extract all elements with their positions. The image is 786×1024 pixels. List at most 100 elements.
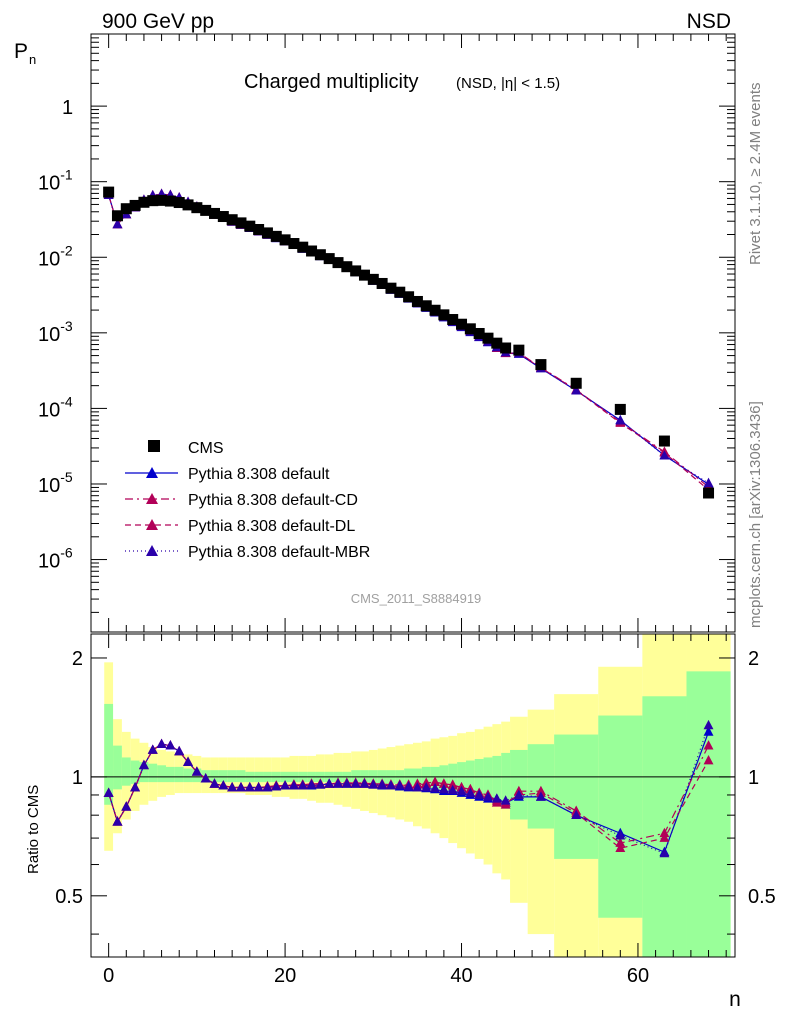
y-tick-label: 10-5	[38, 469, 73, 497]
stat-uncertainty-band	[236, 770, 246, 783]
stat-uncertainty-band	[218, 770, 228, 783]
cms-data-point	[182, 199, 194, 211]
cms-data-point	[438, 309, 450, 321]
ratio-series-marker	[438, 778, 449, 788]
x-tick-label: 0	[103, 965, 114, 987]
ratio-series-marker	[385, 780, 396, 790]
ratio-series-marker	[341, 778, 352, 788]
main-series-markers	[103, 186, 715, 499]
stat-uncertainty-band	[457, 762, 466, 794]
stat-uncertainty-band	[492, 755, 502, 805]
cms-data-point	[288, 238, 300, 250]
ratio-tick-label-right: 1	[748, 767, 759, 789]
y-tick-label: 10-6	[38, 545, 73, 573]
ratio-series-marker	[147, 744, 158, 754]
cms-data-point	[173, 197, 185, 209]
cms-data-point	[456, 318, 468, 330]
ratio-tick-label-right: 0.5	[748, 886, 776, 908]
x-tick-label: 40	[450, 965, 472, 987]
cms-data-point	[156, 194, 168, 206]
stat-uncertainty-band	[483, 757, 493, 801]
cms-data-point	[103, 186, 115, 198]
ratio-series-marker	[703, 726, 714, 736]
ratio-series-marker	[659, 847, 670, 858]
ratio-series-marker	[121, 801, 132, 811]
cms-data-point	[341, 261, 353, 273]
cms-data-point	[385, 282, 397, 294]
ratio-series-marker	[236, 782, 246, 792]
ratio-series-marker	[306, 779, 317, 789]
ratio-series-marker	[218, 780, 229, 790]
stat-uncertainty-band	[510, 749, 528, 820]
y-tick-label: 10-2	[38, 242, 73, 270]
ratio-series-marker	[535, 791, 546, 801]
ratio-tick-label-left: 0.5	[55, 886, 83, 908]
series-marker	[703, 477, 714, 487]
ratio-series-marker	[200, 773, 211, 783]
ratio-series-marker	[297, 780, 308, 790]
ratio-series-marker	[703, 755, 714, 765]
chart-subtitle: (NSD, |η| < 1.5)	[456, 75, 560, 92]
ratio-plot-frame	[90, 633, 736, 958]
main-plot-frame	[90, 33, 736, 633]
cms-data-point	[314, 249, 326, 261]
ratio-series-marker	[615, 842, 626, 853]
legend-cd-marker	[146, 493, 158, 504]
stat-uncertainty-band	[174, 766, 184, 783]
cms-data-point	[235, 217, 247, 229]
ratio-series-marker	[465, 787, 476, 797]
cms-data-point	[500, 342, 512, 354]
cms-data-point	[217, 211, 229, 223]
ratio-series-marker	[447, 779, 458, 789]
rivet-version-label: Rivet 3.1.10, ≥ 2.4M events	[747, 83, 764, 266]
ratio-series-marker	[138, 759, 149, 770]
ratio-series-marker	[262, 782, 273, 792]
stat-uncertainty-band	[501, 752, 511, 809]
cms-data-point	[394, 286, 406, 298]
cms-data-point	[403, 291, 415, 303]
stat-uncertainty-band	[642, 696, 687, 957]
cms-data-point	[420, 300, 432, 312]
cms-data-point	[513, 344, 525, 356]
series-marker	[615, 415, 626, 425]
cms-data-point	[367, 273, 379, 285]
ratio-series-marker	[191, 766, 202, 776]
y-tick-label: 10-3	[38, 318, 73, 346]
y-axis-label: Pn	[14, 40, 36, 67]
legend-dl-label: Pythia 8.308 default-DL	[188, 518, 355, 535]
cms-data-point	[191, 202, 203, 214]
ratio-series-marker	[209, 778, 220, 788]
ratio-series-marker	[103, 787, 114, 797]
stat-uncertainty-band	[686, 671, 731, 957]
ratio-series-marker	[377, 779, 388, 789]
cms-data-point	[129, 199, 141, 211]
ratio-series-marker	[430, 782, 441, 793]
ratio-series-marker	[183, 756, 193, 766]
x-tick-label: 60	[627, 965, 649, 987]
ratio-series-marker	[324, 778, 335, 788]
cms-data-point	[703, 487, 715, 499]
stat-uncertainty-band	[227, 770, 237, 783]
series-marker	[571, 385, 582, 395]
cms-data-point	[447, 314, 459, 326]
cms-data-point	[658, 435, 670, 447]
stat-uncertainty-band	[351, 770, 361, 783]
stat-uncertainty-band	[130, 760, 140, 784]
header-left-label: 900 GeV pp	[102, 10, 214, 33]
cms-data-point	[297, 241, 309, 253]
ratio-series-marker	[438, 783, 449, 794]
ratio-series-marker	[271, 781, 282, 791]
ratio-series-marker	[288, 780, 299, 790]
legend-mbr-label: Pythia 8.308 default-MBR	[188, 544, 370, 561]
cms-data-point	[147, 195, 159, 207]
stat-uncertainty-band	[121, 757, 131, 786]
stat-uncertainty-band	[598, 715, 643, 918]
ratio-series-marker	[491, 793, 502, 803]
stat-uncertainty-band	[183, 768, 193, 783]
ratio-series-marker	[474, 789, 485, 799]
cms-data-point	[138, 196, 150, 208]
ratio-series-marker	[156, 738, 167, 749]
ratio-series-marker	[315, 779, 326, 789]
cms-data-point	[200, 204, 212, 216]
